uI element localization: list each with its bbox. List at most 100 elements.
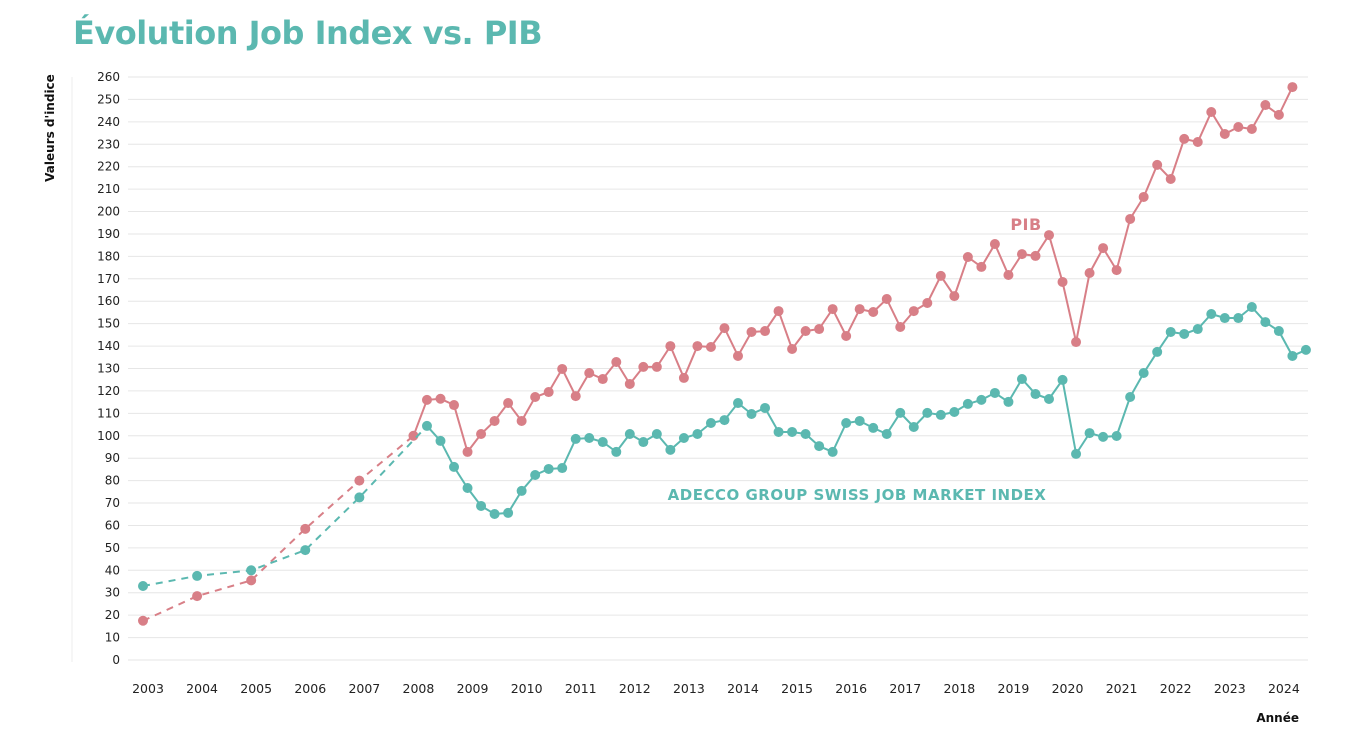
data-point [503, 398, 514, 409]
data-point [1260, 100, 1271, 111]
x-tick-label: 2013 [673, 681, 705, 696]
y-tick-label: 0 [112, 653, 120, 667]
data-point [1098, 243, 1109, 254]
x-tick-label: 2009 [457, 681, 489, 696]
data-point [1138, 367, 1149, 378]
data-point [1300, 344, 1311, 355]
data-point [138, 615, 148, 626]
y-tick-label: 240 [97, 115, 120, 129]
data-point [1111, 430, 1122, 441]
y-tick-label: 130 [97, 362, 120, 376]
data-point [570, 391, 581, 402]
data-point [557, 363, 568, 374]
y-tick-label: 60 [105, 518, 120, 532]
series-line [412, 86, 1294, 455]
data-point [976, 261, 987, 272]
data-point [624, 428, 635, 439]
x-tick-label: 2023 [1214, 681, 1246, 696]
data-point [895, 407, 906, 418]
data-point [1044, 230, 1055, 241]
data-point [989, 239, 1000, 250]
data-point [1273, 326, 1284, 337]
data-point [1030, 250, 1041, 261]
data-point [570, 433, 581, 444]
data-point [908, 306, 919, 317]
data-point [246, 565, 257, 576]
data-point [651, 361, 662, 372]
data-point [814, 441, 825, 452]
data-point [1030, 389, 1041, 400]
data-point [503, 507, 514, 518]
data-point [557, 463, 568, 474]
data-point [827, 304, 838, 315]
y-tick-label: 70 [105, 496, 120, 510]
series-label: ADECCO GROUP SWISS JOB MARKET INDEX [668, 486, 1047, 504]
data-point [597, 437, 608, 448]
data-point [543, 387, 554, 398]
data-point [489, 415, 500, 426]
data-point [962, 252, 973, 263]
data-point [1111, 265, 1122, 276]
data-point [192, 591, 203, 602]
data-point [435, 435, 446, 446]
data-point [1098, 431, 1109, 442]
x-tick-label: 2010 [511, 681, 543, 696]
data-point [989, 387, 1000, 398]
data-point [489, 509, 500, 520]
y-tick-label: 200 [97, 205, 120, 219]
x-tick-label: 2016 [835, 681, 867, 696]
y-tick-label: 100 [97, 429, 120, 443]
x-tick-label: 2012 [619, 681, 651, 696]
y-tick-label: 140 [97, 339, 120, 353]
x-tick-label: 2015 [781, 681, 813, 696]
data-point [787, 426, 798, 437]
series-line [426, 305, 1307, 516]
y-tick-label: 190 [97, 227, 120, 241]
data-point [1044, 393, 1055, 404]
data-point [787, 343, 798, 354]
data-point [435, 393, 446, 404]
x-tick-label: 2014 [727, 681, 759, 696]
data-point [597, 374, 608, 385]
data-point [895, 322, 906, 333]
data-point [841, 417, 852, 428]
data-point [1179, 133, 1190, 144]
data-point [611, 446, 622, 457]
chart-title: Évolution Job Index vs. PIB [73, 14, 543, 52]
data-point [246, 575, 257, 586]
data-point [476, 500, 487, 511]
data-point [1125, 213, 1136, 224]
data-point [935, 270, 946, 281]
data-point [665, 341, 676, 352]
data-point [300, 545, 311, 556]
data-point [1192, 137, 1203, 148]
data-point [1125, 391, 1136, 402]
data-point [827, 446, 838, 457]
data-point [138, 581, 148, 592]
data-point [908, 422, 919, 433]
data-point [1071, 337, 1082, 348]
data-point [638, 361, 649, 372]
data-point [1165, 174, 1176, 185]
y-tick-label: 20 [105, 608, 120, 622]
x-tick-label: 2018 [943, 681, 975, 696]
x-tick-label: 2020 [1052, 681, 1084, 696]
data-point [516, 485, 527, 496]
data-point [516, 415, 527, 426]
data-point [678, 372, 689, 383]
data-point [854, 415, 865, 426]
data-point [421, 420, 432, 431]
y-tick-label: 250 [97, 92, 120, 106]
data-point [530, 470, 541, 481]
data-point [584, 433, 595, 444]
data-point [692, 428, 703, 439]
y-tick-label: 170 [97, 272, 120, 286]
data-point [760, 402, 771, 413]
data-point [624, 378, 635, 389]
data-point [462, 446, 473, 457]
data-point [449, 400, 460, 411]
y-tick-label: 50 [105, 541, 120, 555]
data-point [1179, 328, 1190, 339]
y-tick-label: 30 [105, 586, 120, 600]
